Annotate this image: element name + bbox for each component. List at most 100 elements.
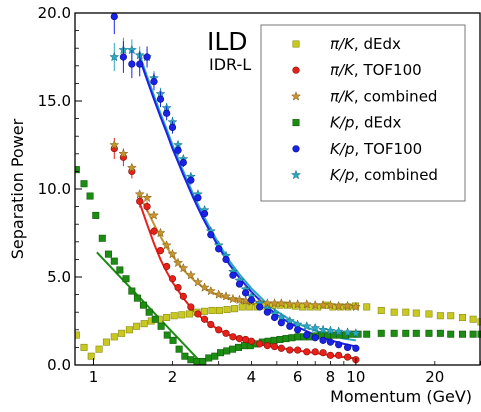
data-point <box>235 280 244 288</box>
legend-box <box>260 24 466 202</box>
x-tick-label: 20 <box>425 368 444 386</box>
data-point <box>319 349 327 357</box>
legend-marker <box>290 169 302 180</box>
data-point <box>167 248 178 259</box>
series-points <box>75 166 481 365</box>
data-point <box>242 289 250 297</box>
data-point <box>200 315 209 323</box>
chart-title: ILD <box>207 27 248 56</box>
data-point <box>223 347 231 355</box>
data-point <box>181 352 189 360</box>
data-point <box>217 349 225 357</box>
data-point <box>288 334 296 342</box>
data-point <box>303 348 311 356</box>
data-point <box>301 298 312 309</box>
x-tick-label: 8 <box>326 368 336 386</box>
data-point <box>110 333 118 341</box>
data-point <box>75 331 80 339</box>
data-point <box>179 292 187 300</box>
legend-entry: K/p, dEdx <box>292 114 401 132</box>
data-point <box>194 310 202 318</box>
data-point <box>277 319 285 327</box>
data-point <box>335 341 343 349</box>
data-point <box>318 324 329 335</box>
data-point <box>116 266 124 274</box>
data-point <box>325 325 336 335</box>
data-point <box>168 123 177 131</box>
data-point <box>133 322 141 330</box>
data-point <box>402 329 410 337</box>
data-point <box>109 51 120 62</box>
data-point <box>86 192 94 200</box>
data-point <box>163 109 171 117</box>
data-point <box>174 146 182 154</box>
data-point <box>270 313 279 322</box>
legend-entry: K/p, TOF100 <box>292 140 422 158</box>
data-point <box>175 345 183 353</box>
data-point <box>425 329 433 337</box>
data-point <box>447 330 455 338</box>
data-point <box>163 313 171 321</box>
x-tick-label: 1 <box>89 368 99 386</box>
data-point <box>352 344 360 352</box>
data-point <box>80 343 88 351</box>
data-point <box>161 240 172 250</box>
data-point <box>412 309 420 317</box>
data-point <box>136 60 144 68</box>
data-point <box>301 320 312 331</box>
data-point <box>342 327 353 337</box>
data-point <box>104 250 112 258</box>
data-point <box>174 283 182 292</box>
x-tick-labels: 1 2 4 6 8 10 20 <box>89 368 445 386</box>
legend-marker <box>292 119 300 127</box>
x-tick-label: 6 <box>293 368 303 386</box>
data-point <box>178 262 189 273</box>
axis-ticks <box>75 12 481 366</box>
data-point <box>110 257 118 265</box>
data-point <box>168 275 177 283</box>
y-tick-label: 10.0 <box>38 180 71 198</box>
data-point <box>458 313 466 321</box>
data-point <box>213 289 224 299</box>
data-point <box>294 346 302 354</box>
data-point <box>163 331 171 339</box>
data-point <box>247 337 256 345</box>
data-point <box>229 333 237 341</box>
data-point <box>229 271 237 279</box>
x-tick-label: 10 <box>346 368 365 386</box>
data-point <box>263 308 271 316</box>
data-point <box>220 291 232 301</box>
data-point <box>377 329 385 337</box>
data-point <box>276 335 284 343</box>
data-point <box>151 315 159 323</box>
data-point <box>229 345 237 353</box>
data-point <box>95 345 103 353</box>
data-point <box>256 303 264 311</box>
data-point <box>390 308 398 316</box>
legend-marker <box>292 40 300 48</box>
legend-entry: π/K, dEdx <box>292 35 401 53</box>
legend-entry: K/p, combined <box>290 166 438 184</box>
series-points <box>75 301 481 360</box>
data-point <box>390 329 398 337</box>
data-point <box>425 310 433 318</box>
data-point <box>342 300 353 311</box>
data-point <box>303 331 311 339</box>
data-point <box>193 357 201 365</box>
data-point <box>140 320 148 328</box>
x-tick-label: 4 <box>247 368 257 386</box>
data-point <box>110 13 118 21</box>
data-point <box>143 203 151 211</box>
data-point <box>282 335 290 343</box>
data-point <box>350 301 361 312</box>
data-point <box>207 231 215 239</box>
data-point <box>194 194 202 202</box>
data-point <box>156 247 165 255</box>
fit-line <box>96 251 201 363</box>
data-point <box>377 306 385 314</box>
data-point <box>292 298 303 309</box>
y-tick-label: 0.0 <box>47 356 71 374</box>
data-point <box>179 159 187 167</box>
data-point <box>286 346 294 354</box>
